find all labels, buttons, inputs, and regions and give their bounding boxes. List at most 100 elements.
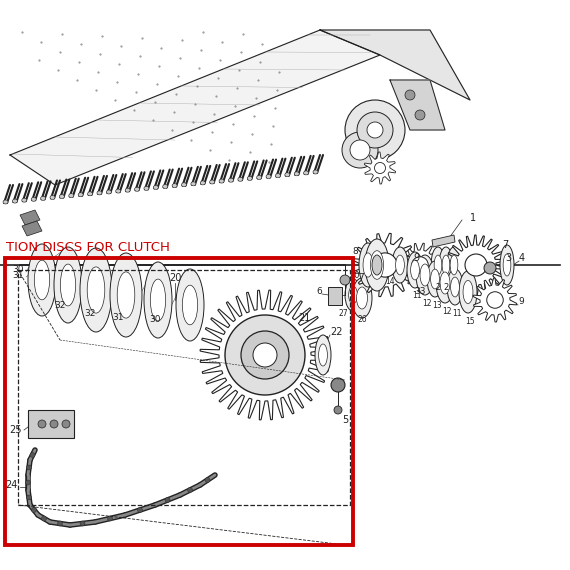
Ellipse shape bbox=[503, 254, 511, 276]
Text: 31: 31 bbox=[12, 271, 24, 279]
Circle shape bbox=[357, 112, 393, 148]
Ellipse shape bbox=[304, 171, 308, 175]
Circle shape bbox=[205, 478, 210, 482]
Text: 7: 7 bbox=[502, 240, 508, 250]
Ellipse shape bbox=[420, 264, 430, 286]
Ellipse shape bbox=[463, 280, 473, 304]
Ellipse shape bbox=[238, 177, 243, 181]
Bar bbox=[28, 410, 74, 438]
Circle shape bbox=[405, 90, 415, 100]
Text: 14: 14 bbox=[385, 278, 395, 287]
Ellipse shape bbox=[500, 245, 514, 285]
Ellipse shape bbox=[363, 253, 373, 277]
Text: 13: 13 bbox=[432, 300, 442, 310]
Circle shape bbox=[374, 162, 385, 173]
Ellipse shape bbox=[97, 191, 102, 195]
Ellipse shape bbox=[69, 194, 74, 198]
Ellipse shape bbox=[229, 178, 234, 182]
Text: 9: 9 bbox=[518, 298, 524, 307]
Polygon shape bbox=[364, 152, 396, 184]
Circle shape bbox=[350, 140, 370, 160]
Ellipse shape bbox=[116, 189, 121, 193]
Circle shape bbox=[487, 292, 503, 308]
Ellipse shape bbox=[356, 287, 368, 309]
Circle shape bbox=[331, 378, 345, 392]
Ellipse shape bbox=[434, 255, 442, 275]
Text: 30: 30 bbox=[12, 266, 24, 275]
Text: 32: 32 bbox=[84, 308, 96, 317]
Text: 10: 10 bbox=[349, 271, 360, 279]
Ellipse shape bbox=[442, 255, 450, 275]
Ellipse shape bbox=[3, 200, 8, 204]
Ellipse shape bbox=[372, 255, 382, 275]
Ellipse shape bbox=[88, 192, 92, 196]
Text: 4: 4 bbox=[519, 253, 525, 263]
Ellipse shape bbox=[447, 269, 463, 305]
Text: 30: 30 bbox=[149, 316, 161, 324]
Ellipse shape bbox=[275, 174, 280, 178]
Ellipse shape bbox=[294, 172, 299, 176]
Circle shape bbox=[80, 521, 85, 526]
Circle shape bbox=[26, 495, 31, 500]
Circle shape bbox=[26, 465, 31, 470]
Polygon shape bbox=[390, 80, 445, 130]
Text: 8: 8 bbox=[352, 247, 358, 256]
Circle shape bbox=[62, 420, 70, 428]
Circle shape bbox=[367, 122, 383, 138]
Circle shape bbox=[58, 521, 63, 526]
Ellipse shape bbox=[427, 261, 443, 297]
Ellipse shape bbox=[78, 193, 83, 197]
Ellipse shape bbox=[459, 271, 477, 313]
Polygon shape bbox=[22, 221, 42, 236]
Ellipse shape bbox=[219, 179, 224, 183]
Bar bbox=[5, 258, 353, 545]
Ellipse shape bbox=[60, 264, 76, 306]
Polygon shape bbox=[10, 30, 380, 185]
Polygon shape bbox=[473, 278, 517, 322]
Text: 21: 21 bbox=[298, 313, 311, 323]
Ellipse shape bbox=[125, 188, 130, 192]
Circle shape bbox=[415, 110, 425, 120]
Ellipse shape bbox=[172, 184, 177, 188]
Text: 26: 26 bbox=[357, 316, 367, 324]
Text: 1: 1 bbox=[470, 213, 476, 223]
Circle shape bbox=[465, 254, 487, 276]
Polygon shape bbox=[200, 290, 330, 420]
Text: 25: 25 bbox=[10, 425, 22, 435]
Ellipse shape bbox=[247, 176, 253, 180]
Circle shape bbox=[188, 487, 193, 492]
Ellipse shape bbox=[54, 247, 82, 323]
Circle shape bbox=[30, 453, 35, 458]
Ellipse shape bbox=[392, 247, 408, 283]
Ellipse shape bbox=[319, 344, 327, 366]
Ellipse shape bbox=[359, 243, 377, 287]
Text: 2: 2 bbox=[435, 283, 441, 291]
Circle shape bbox=[484, 262, 496, 274]
Text: 32: 32 bbox=[54, 302, 66, 311]
Text: 15: 15 bbox=[465, 316, 475, 325]
Text: 12: 12 bbox=[442, 307, 452, 316]
Ellipse shape bbox=[176, 269, 204, 341]
Text: 7: 7 bbox=[358, 274, 364, 283]
Text: 11: 11 bbox=[412, 291, 422, 300]
Circle shape bbox=[42, 516, 47, 521]
Ellipse shape bbox=[396, 255, 404, 275]
Ellipse shape bbox=[182, 285, 198, 325]
Text: 5: 5 bbox=[342, 415, 348, 425]
Polygon shape bbox=[432, 235, 455, 247]
Circle shape bbox=[50, 420, 58, 428]
Ellipse shape bbox=[110, 253, 142, 337]
Ellipse shape bbox=[34, 260, 50, 300]
Ellipse shape bbox=[313, 170, 318, 174]
Text: 20: 20 bbox=[169, 273, 181, 283]
Text: 11: 11 bbox=[452, 308, 462, 317]
Bar bbox=[18, 270, 350, 505]
Ellipse shape bbox=[436, 263, 454, 303]
Ellipse shape bbox=[117, 272, 135, 318]
Text: 33: 33 bbox=[414, 287, 426, 296]
Text: 6: 6 bbox=[316, 287, 322, 296]
Ellipse shape bbox=[40, 196, 46, 201]
Ellipse shape bbox=[191, 182, 196, 186]
Circle shape bbox=[345, 100, 405, 160]
Text: 27: 27 bbox=[338, 308, 348, 317]
